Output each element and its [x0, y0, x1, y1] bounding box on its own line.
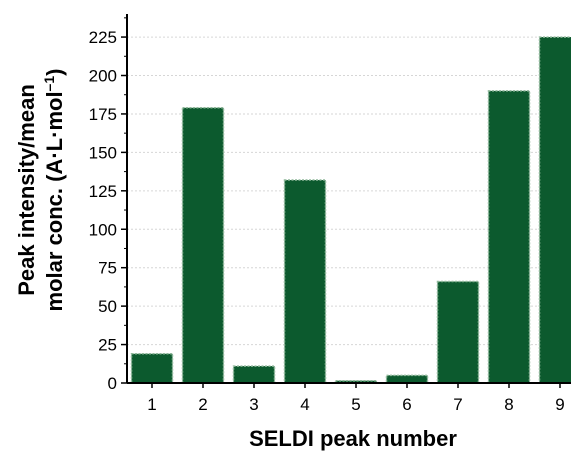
y-axis-title-line2-main: molar conc. (A·L·mol [42, 91, 67, 311]
x-tick-label: 6 [402, 395, 411, 414]
bar-4 [283, 179, 327, 384]
x-axis-title: SELDI peak number [249, 426, 457, 451]
y-axis-title: Peak intensity/mean molar conc. (A·L·mol… [14, 69, 67, 312]
x-tick-label: 1 [147, 395, 156, 414]
bar-8 [487, 90, 531, 384]
y-tick-label: 100 [89, 220, 117, 239]
bar-1 [130, 353, 174, 384]
y-axis-title-line2-end: ) [42, 69, 67, 76]
bar-9 [538, 36, 571, 384]
bar-2 [181, 107, 225, 384]
y-axis-title-line1: Peak intensity/mean [14, 84, 39, 296]
y-tick-label: 150 [89, 143, 117, 162]
x-tick-label: 8 [504, 395, 513, 414]
bar-3 [232, 365, 276, 384]
bar-7 [436, 280, 480, 384]
bars [130, 36, 571, 384]
y-tick-label: 50 [98, 297, 117, 316]
x-tick-label: 7 [453, 395, 462, 414]
x-axis-ticks: 1 2 3 4 5 6 7 8 9 [147, 383, 565, 414]
x-tick-label: 5 [351, 395, 360, 414]
y-axis-title-line2: molar conc. (A·L·mol–1) [41, 69, 67, 312]
bar-6 [385, 374, 429, 384]
x-tick-label: 2 [198, 395, 207, 414]
y-tick-label: 175 [89, 105, 117, 124]
y-tick-label: 125 [89, 182, 117, 201]
y-axis-ticks: 0 25 50 75 100 125 150 175 200 225 [89, 17, 127, 393]
y-axis-title-superscript: –1 [41, 76, 57, 92]
y-tick-label: 75 [98, 259, 117, 278]
x-tick-label: 9 [555, 395, 564, 414]
y-tick-label: 0 [108, 374, 117, 393]
x-tick-label: 3 [249, 395, 258, 414]
y-tick-label: 25 [98, 336, 117, 355]
y-tick-label: 225 [89, 28, 117, 47]
x-tick-label: 4 [300, 395, 309, 414]
y-tick-label: 200 [89, 67, 117, 86]
